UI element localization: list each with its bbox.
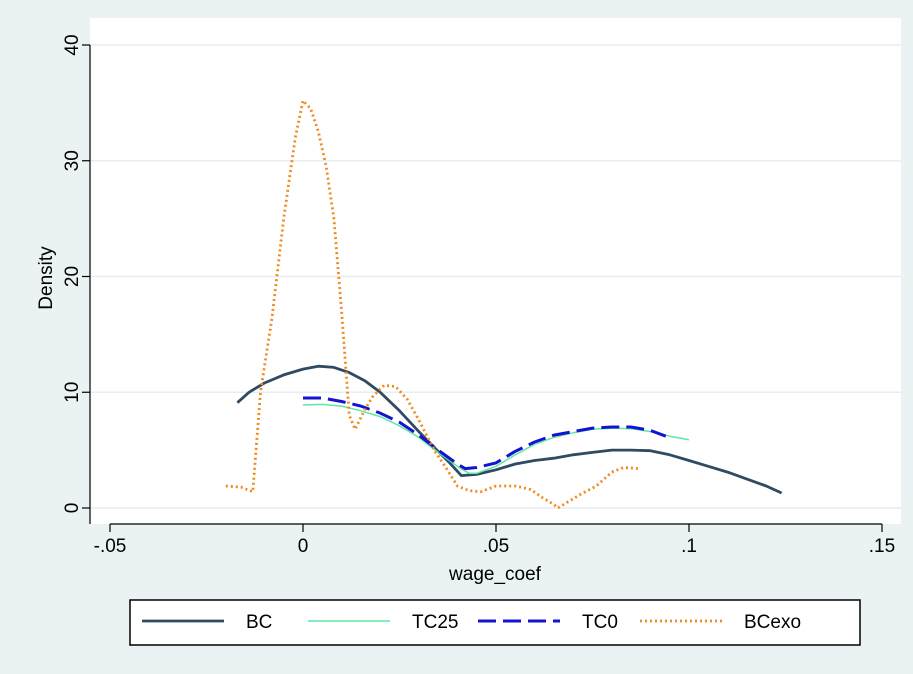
series-line-tc0 xyxy=(303,396,667,471)
legend: BC TC25 TC0 BCexo xyxy=(129,599,861,646)
plot-area xyxy=(90,18,901,524)
y-tick-label: 10 xyxy=(62,382,83,403)
x-tick-label: -.05 xyxy=(94,536,127,557)
x-tick-label: .1 xyxy=(681,536,697,557)
y-tick-label: 40 xyxy=(62,34,83,55)
legend-label-tc25: TC25 xyxy=(412,612,458,633)
legend-label-bcexo: BCexo xyxy=(744,612,801,633)
axes: 0 10 20 30 40 -.05 0 .05 .1 .15 xyxy=(62,34,895,557)
y-tick-label: 20 xyxy=(62,266,83,287)
series-lines xyxy=(225,99,783,510)
series-line-bc xyxy=(236,364,783,495)
x-tick-label: .15 xyxy=(869,536,895,557)
grid-lines xyxy=(90,44,901,509)
y-tick-label: 0 xyxy=(62,503,83,514)
series-line-tc25 xyxy=(302,403,690,475)
x-tick-label: 0 xyxy=(298,536,309,557)
x-axis-title: wage_coef xyxy=(448,564,542,585)
legend-label-bc: BC xyxy=(246,612,272,633)
y-axis-title: Density xyxy=(36,246,57,310)
series-line-bcexo xyxy=(225,99,639,510)
legend-label-tc0: TC0 xyxy=(582,612,618,633)
y-tick-label: 30 xyxy=(62,150,83,171)
x-tick-label: .05 xyxy=(483,536,509,557)
